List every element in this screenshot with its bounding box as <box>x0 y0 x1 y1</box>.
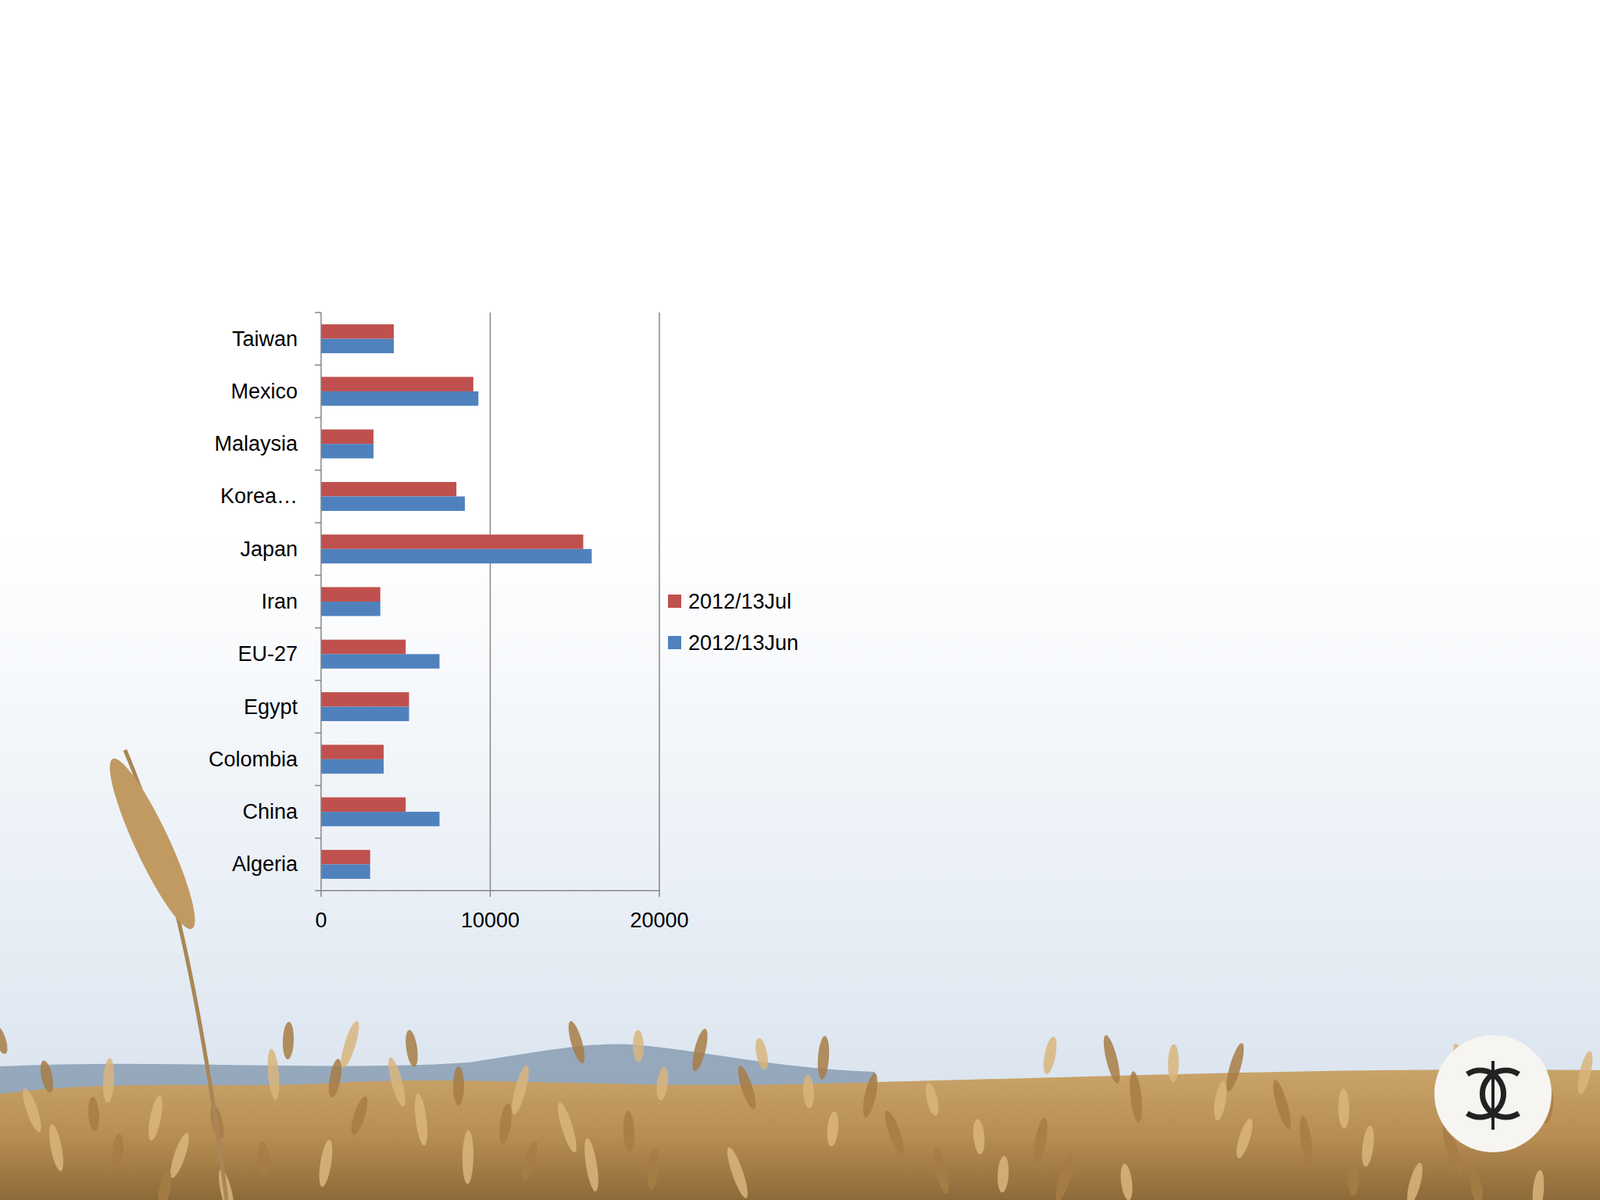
bar <box>321 797 406 812</box>
bar <box>321 653 440 669</box>
category-label: Colombia <box>208 747 299 772</box>
bar <box>321 601 381 617</box>
legend-swatch <box>667 635 682 650</box>
y-tick <box>314 837 322 840</box>
y-tick <box>314 469 322 472</box>
y-tick <box>314 889 322 892</box>
category-label: Algeria <box>232 852 299 876</box>
category-label: Korea… <box>220 484 298 508</box>
category-label: Malaysia <box>214 432 299 456</box>
category-label: Egypt <box>243 695 299 719</box>
y-tick <box>314 627 322 629</box>
bar <box>321 587 381 603</box>
bar <box>321 707 410 722</box>
category-label: Iran <box>260 589 298 614</box>
y-tick <box>314 521 322 524</box>
category-label: Japan <box>239 537 298 561</box>
bar <box>321 811 440 827</box>
bar <box>321 391 479 406</box>
legend-swatch <box>667 594 682 608</box>
background <box>0 0 1600 1200</box>
bar <box>321 549 592 565</box>
y-axis-line <box>320 312 322 891</box>
chart: Algeria China Colombia Egypt EU-27 Iran Japan K… <box>208 312 799 933</box>
bar <box>321 864 371 879</box>
category-label: Mexico <box>230 379 298 404</box>
x-tick <box>320 890 322 897</box>
y-tick <box>314 679 322 682</box>
grid-line <box>658 312 661 891</box>
y-tick <box>314 311 322 314</box>
logo <box>1434 1035 1552 1153</box>
x-tick <box>489 890 492 897</box>
grid-line <box>489 312 492 891</box>
bar <box>321 496 465 511</box>
bar <box>321 692 410 708</box>
bar <box>321 534 584 550</box>
bar <box>321 744 384 760</box>
bar <box>321 324 394 340</box>
bar <box>321 759 384 775</box>
bar <box>321 482 457 497</box>
category-label: EU-27 <box>237 642 298 666</box>
y-tick <box>314 732 322 734</box>
bar <box>321 850 371 865</box>
legend-label: 2012/13Jun <box>688 631 799 655</box>
y-tick <box>314 575 322 577</box>
x-tick-label: 0 <box>314 908 327 933</box>
wheat-stalks <box>0 1019 1596 1200</box>
category-label: Taiwan <box>232 327 298 351</box>
y-tick <box>314 785 322 787</box>
bar <box>321 339 394 354</box>
legend-label: 2012/13Jul <box>688 589 792 614</box>
wheat-field <box>0 1069 1600 1200</box>
bars <box>321 324 592 879</box>
bar <box>321 429 374 445</box>
ear <box>96 751 208 936</box>
y-tick <box>314 364 322 367</box>
x-tick-label: 20000 <box>629 908 689 933</box>
page: Algeria China Colombia Egypt EU-27 Iran Japan K… <box>0 0 1600 1200</box>
x-tick <box>658 890 661 897</box>
bar <box>321 376 474 392</box>
bar <box>321 639 406 655</box>
x-tick-label: 10000 <box>460 908 520 933</box>
category-label: China <box>242 800 299 824</box>
y-tick <box>314 417 322 419</box>
legend: 2012/13Jul 2012/13Jun <box>667 589 799 655</box>
bar <box>321 443 374 459</box>
